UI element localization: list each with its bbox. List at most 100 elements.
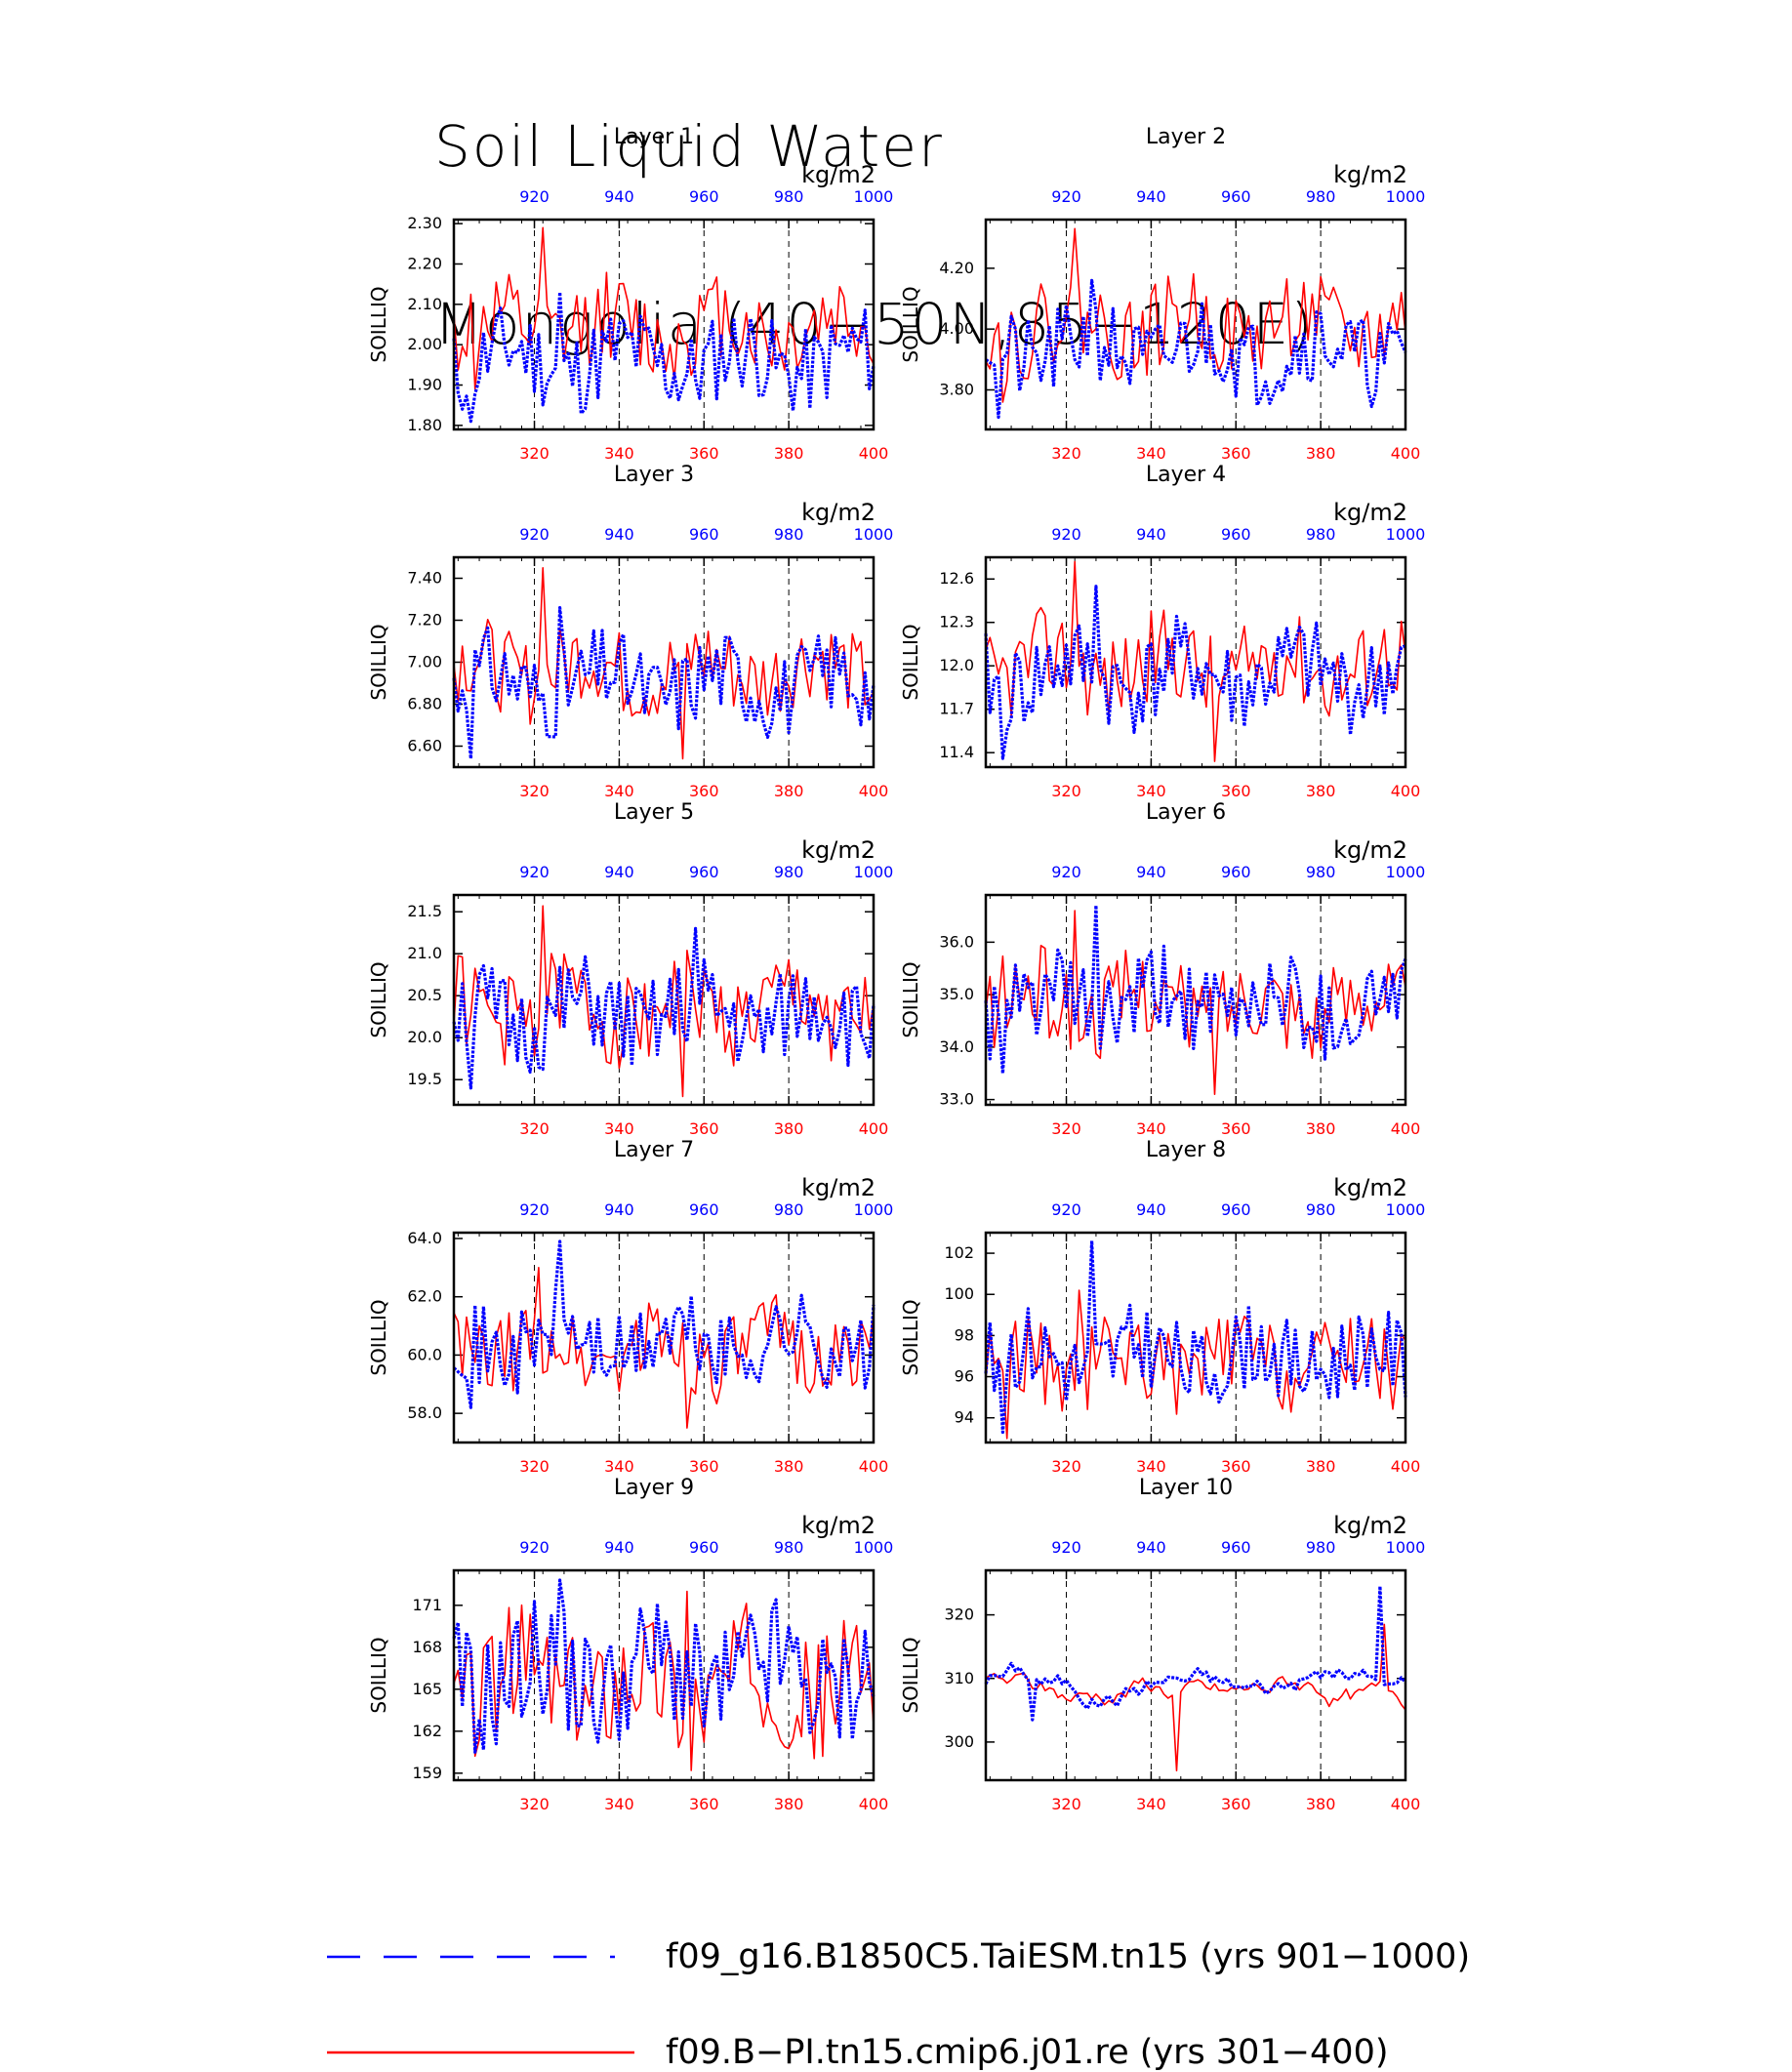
chart-9-ytick-label: 168 xyxy=(412,1638,442,1656)
chart-6-bottom-tick-label: 380 xyxy=(1306,1119,1336,1138)
legend-label-model-a: f09_g16.B1850C5.TaiESM.tn15 (yrs 901−100… xyxy=(666,1937,1471,1976)
chart-2-bottom-tick-label: 380 xyxy=(1306,444,1336,463)
chart-7-bottom-tick-label: 340 xyxy=(604,1457,634,1476)
chart-7-ytick-label: 62.0 xyxy=(407,1287,442,1306)
chart-9-top-tick-label: 920 xyxy=(519,1538,550,1557)
chart-9-ytick-label: 171 xyxy=(412,1596,442,1614)
chart-10-series-model-a xyxy=(984,1584,1407,1722)
chart-1-top-tick-label: 980 xyxy=(774,187,804,206)
chart-4-top-tick-label: 920 xyxy=(1051,525,1081,544)
chart-4-ylabel: SOILLIQ xyxy=(899,624,922,700)
chart-10-top-tick-label: 1000 xyxy=(1386,1538,1426,1557)
chart-10-top-unit: kg/m2 xyxy=(1333,1512,1407,1539)
chart-7-ylabel: SOILLIQ xyxy=(367,1299,390,1375)
chart-10-bottom-tick-label: 380 xyxy=(1306,1795,1336,1813)
chart-3-ylabel: SOILLIQ xyxy=(367,624,390,700)
chart-1-series-model-a xyxy=(452,290,876,424)
chart-7-ytick-label: 60.0 xyxy=(407,1345,442,1363)
chart-7-ytick-label: 58.0 xyxy=(407,1403,442,1422)
chart-1-title: Layer 1 xyxy=(614,125,694,149)
chart-10-top-tick-label: 980 xyxy=(1306,1538,1336,1557)
chart-8-bottom-tick-label: 360 xyxy=(1221,1457,1251,1476)
chart-5-title: Layer 5 xyxy=(614,800,694,825)
chart-8-ytick-label: 94 xyxy=(955,1408,974,1427)
chart-6-ytick-label: 34.0 xyxy=(939,1037,974,1056)
chart-3-bottom-tick-label: 400 xyxy=(859,782,889,800)
chart-1-ytick-label: 1.80 xyxy=(407,416,442,434)
chart-2-ylabel: SOILLIQ xyxy=(899,286,922,362)
chart-8-bottom-tick-label: 380 xyxy=(1306,1457,1336,1476)
chart-1-top-tick-label: 960 xyxy=(689,187,719,206)
chart-2-top-tick-label: 920 xyxy=(1051,187,1081,206)
chart-6-top-tick-label: 940 xyxy=(1136,863,1166,881)
chart-1-bottom-tick-label: 360 xyxy=(689,444,719,463)
chart-2-bottom-tick-label: 400 xyxy=(1391,444,1421,463)
chart-1-top-tick-label: 940 xyxy=(604,187,634,206)
chart-8-ytick-label: 102 xyxy=(944,1243,974,1262)
chart-3-top-tick-label: 920 xyxy=(519,525,550,544)
chart-7-top-tick-label: 960 xyxy=(689,1200,719,1219)
chart-1-bottom-tick-label: 340 xyxy=(604,444,634,463)
chart-4-top-tick-label: 940 xyxy=(1136,525,1166,544)
chart-3-title: Layer 3 xyxy=(614,463,694,487)
chart-7-top-tick-label: 920 xyxy=(519,1200,550,1219)
chart-4-ytick-label: 11.7 xyxy=(939,700,974,718)
chart-7-ytick-label: 64.0 xyxy=(407,1229,442,1247)
chart-3-bottom-tick-label: 380 xyxy=(774,782,804,800)
chart-2-top-tick-label: 980 xyxy=(1306,187,1336,206)
chart-8-top-tick-label: 980 xyxy=(1306,1200,1336,1219)
chart-4-bottom-tick-label: 340 xyxy=(1136,782,1166,800)
chart-5-top-tick-label: 1000 xyxy=(854,863,894,881)
chart-4-ytick-label: 12.0 xyxy=(939,656,974,674)
chart-8-title: Layer 8 xyxy=(1146,1138,1226,1162)
chart-4-bottom-tick-label: 380 xyxy=(1306,782,1336,800)
chart-1-bottom-tick-label: 380 xyxy=(774,444,804,463)
chart-10-ytick-label: 310 xyxy=(944,1669,974,1687)
chart-10-series-model-b xyxy=(985,1623,1406,1771)
chart-9-bottom-tick-label: 340 xyxy=(604,1795,634,1813)
chart-4-bottom-tick-label: 400 xyxy=(1391,782,1421,800)
chart-7-series-model-a xyxy=(452,1239,876,1409)
chart-2-ytick-label: 3.80 xyxy=(939,380,974,398)
chart-2-top-unit: kg/m2 xyxy=(1333,161,1407,188)
chart-9-series-model-b xyxy=(453,1590,875,1771)
chart-5-ytick-label: 21.5 xyxy=(407,902,442,920)
chart-5-bottom-tick-label: 380 xyxy=(774,1119,804,1138)
chart-2-series-model-a xyxy=(985,278,1407,420)
chart-9-top-tick-label: 940 xyxy=(604,1538,634,1557)
chart-5-top-tick-label: 940 xyxy=(604,863,634,881)
chart-8-top-tick-label: 960 xyxy=(1221,1200,1251,1219)
chart-5-ytick-label: 20.0 xyxy=(407,1028,442,1046)
chart-4-frame xyxy=(984,555,1407,769)
chart-10-bottom-tick-label: 400 xyxy=(1391,1795,1421,1813)
chart-6-ytick-label: 33.0 xyxy=(939,1090,974,1109)
chart-6-ytick-label: 36.0 xyxy=(939,932,974,951)
chart-6-top-unit: kg/m2 xyxy=(1333,836,1407,864)
chart-4-top-tick-label: 960 xyxy=(1221,525,1251,544)
chart-4-top-tick-label: 980 xyxy=(1306,525,1336,544)
chart-2-top-tick-label: 960 xyxy=(1221,187,1251,206)
chart-8-top-tick-label: 940 xyxy=(1136,1200,1166,1219)
chart-1-frame xyxy=(452,218,876,431)
chart-7-bottom-tick-label: 380 xyxy=(774,1457,804,1476)
chart-10-ytick-label: 320 xyxy=(944,1605,974,1624)
chart-6-bottom-tick-label: 400 xyxy=(1391,1119,1421,1138)
chart-7-top-tick-label: 940 xyxy=(604,1200,634,1219)
chart-6-series-model-a xyxy=(984,904,1407,1076)
chart-3-frame xyxy=(452,555,876,769)
chart-2-top-tick-label: 1000 xyxy=(1386,187,1426,206)
legend-label-model-b: f09.B−PI.tn15.cmip6.j01.re (yrs 301−400) xyxy=(666,2033,1389,2072)
chart-6-series-model-b xyxy=(985,910,1406,1095)
chart-9-bottom-tick-label: 400 xyxy=(859,1795,889,1813)
chart-1-ytick-label: 2.00 xyxy=(407,335,442,353)
chart-7-bottom-tick-label: 320 xyxy=(519,1457,550,1476)
chart-3-bottom-tick-label: 320 xyxy=(519,782,550,800)
chart-3-ytick-label: 6.80 xyxy=(407,695,442,713)
chart-7-bottom-tick-label: 360 xyxy=(689,1457,719,1476)
chart-8-top-unit: kg/m2 xyxy=(1333,1174,1407,1201)
chart-9-title: Layer 9 xyxy=(614,1476,694,1500)
chart-3-ytick-label: 7.20 xyxy=(407,611,442,630)
chart-9-top-tick-label: 960 xyxy=(689,1538,719,1557)
chart-9-top-unit: kg/m2 xyxy=(801,1512,876,1539)
